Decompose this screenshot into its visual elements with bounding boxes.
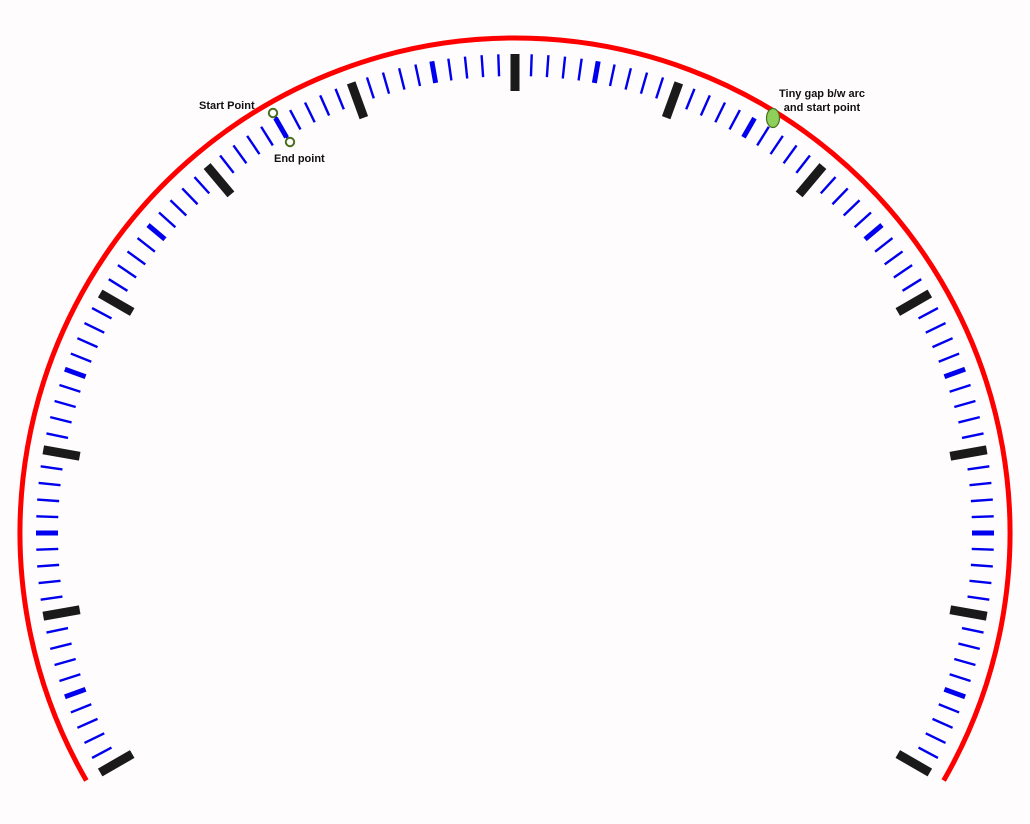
major-tick	[43, 610, 79, 616]
major-tick	[950, 610, 986, 616]
minor-tick	[482, 55, 484, 77]
start-point-marker	[269, 109, 277, 117]
end-point-label: End point	[274, 153, 325, 165]
major-tick	[950, 450, 986, 456]
minor-tick	[547, 55, 549, 77]
minor-tick	[972, 549, 994, 550]
minor-tick	[972, 516, 994, 517]
start-point-label: Start Point	[199, 100, 255, 112]
gap-note-line-2: and start point	[784, 102, 861, 114]
gap-note-line-1: Tiny gap b/w arc	[779, 88, 865, 100]
minor-tick	[36, 549, 58, 550]
major-tick	[43, 450, 79, 456]
minor-tick	[36, 516, 58, 517]
end-point-marker	[286, 138, 294, 146]
minor-tick	[971, 500, 993, 502]
gap-marker	[767, 109, 780, 128]
minor-tick	[531, 54, 532, 76]
minor-tick	[37, 500, 59, 502]
minor-tick	[37, 565, 59, 567]
minor-tick	[971, 565, 993, 567]
minor-tick	[498, 54, 499, 76]
